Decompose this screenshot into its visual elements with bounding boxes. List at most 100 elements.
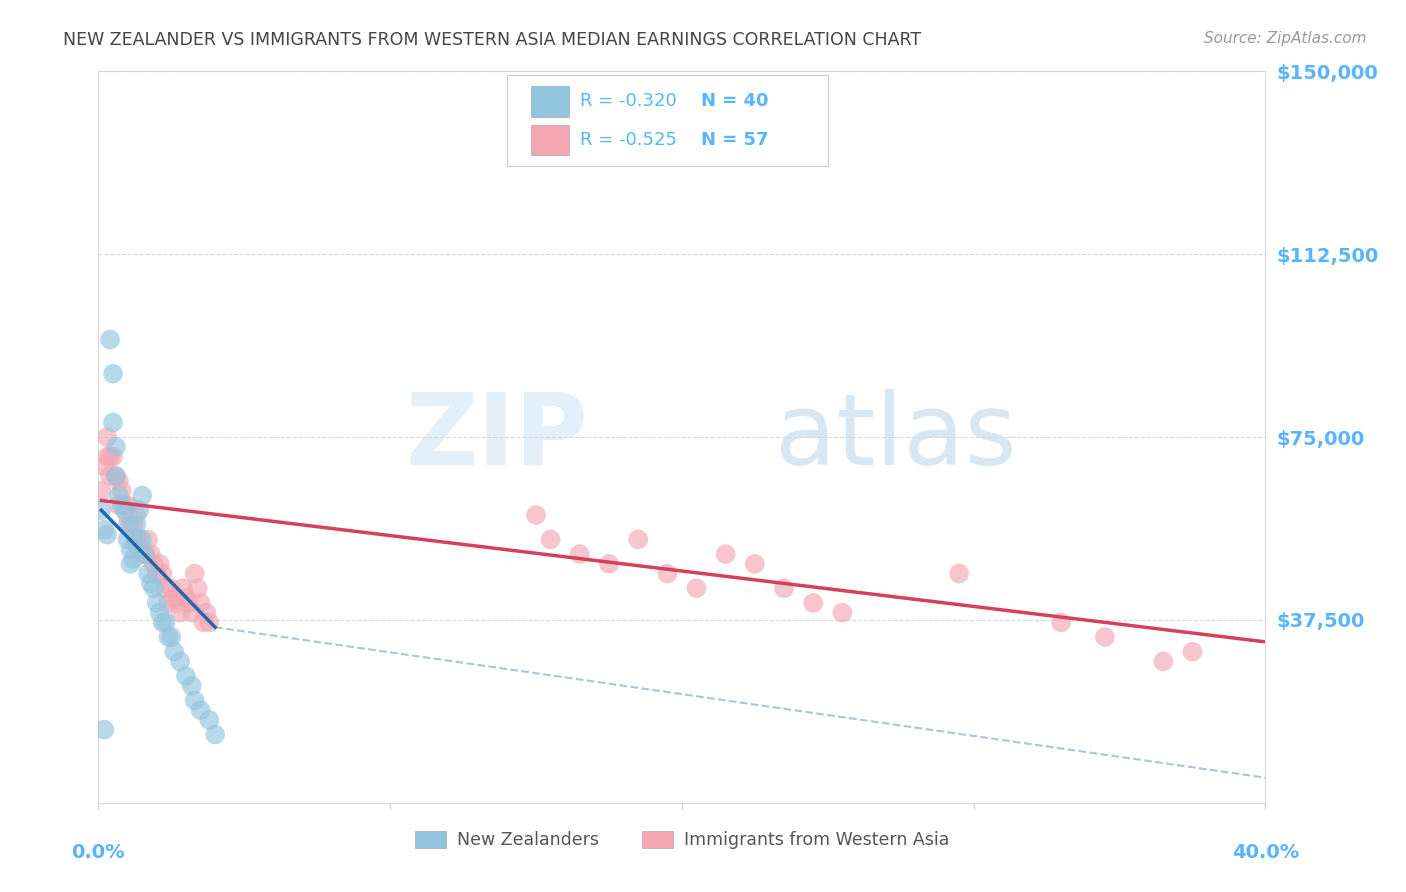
Point [524, 508, 547, 522]
Point [183, 566, 205, 581]
Text: NEW ZEALANDER VS IMMIGRANTS FROM WESTERN ASIA MEDIAN EARNINGS CORRELATION CHART: NEW ZEALANDER VS IMMIGRANTS FROM WESTERN… [63, 31, 921, 49]
Point [104, 469, 127, 483]
Point [134, 547, 156, 561]
Point [157, 596, 180, 610]
Point [568, 547, 591, 561]
Point [101, 450, 124, 464]
Point [180, 679, 202, 693]
Point [96, 527, 118, 541]
Point [744, 557, 766, 571]
Point [166, 596, 188, 610]
Point [195, 606, 218, 620]
Point [122, 552, 145, 566]
Point [627, 533, 650, 547]
Point [152, 615, 174, 630]
Text: R = -0.320: R = -0.320 [581, 93, 678, 111]
Point [174, 669, 197, 683]
Point [93, 523, 115, 537]
Point [155, 581, 177, 595]
Point [198, 615, 221, 630]
Point [169, 606, 191, 620]
Point [114, 499, 136, 513]
Point [108, 489, 131, 503]
Point [193, 615, 215, 630]
Point [198, 713, 221, 727]
Point [117, 499, 139, 513]
Point [125, 517, 148, 532]
Point [128, 503, 150, 517]
FancyBboxPatch shape [531, 125, 568, 155]
Point [948, 566, 970, 581]
Point [120, 542, 142, 557]
Point [131, 489, 153, 503]
Point [1050, 615, 1073, 630]
Point [101, 416, 124, 430]
Point [157, 630, 180, 644]
Point [90, 503, 112, 517]
Text: R = -0.525: R = -0.525 [581, 131, 678, 149]
Point [96, 430, 118, 444]
Point [685, 581, 707, 595]
Point [540, 533, 562, 547]
Point [190, 703, 212, 717]
Point [114, 503, 136, 517]
Point [163, 591, 186, 605]
Text: 40.0%: 40.0% [1232, 843, 1299, 862]
Point [190, 596, 212, 610]
Point [177, 596, 200, 610]
Point [98, 333, 121, 347]
Point [149, 606, 172, 620]
Point [90, 483, 112, 498]
Point [773, 581, 796, 595]
Point [98, 450, 121, 464]
Point [160, 581, 183, 595]
Point [120, 557, 142, 571]
Point [831, 606, 853, 620]
Point [104, 469, 127, 483]
Text: N = 57: N = 57 [700, 131, 768, 149]
Point [1152, 654, 1174, 668]
Point [122, 517, 145, 532]
Point [120, 517, 142, 532]
Point [111, 483, 134, 498]
Point [183, 693, 205, 707]
Point [163, 645, 186, 659]
Point [155, 615, 177, 630]
Point [134, 547, 156, 561]
Point [101, 367, 124, 381]
Point [146, 566, 169, 581]
Point [96, 450, 118, 464]
Point [128, 533, 150, 547]
Point [125, 533, 148, 547]
Text: N = 40: N = 40 [700, 93, 768, 111]
Point [108, 474, 131, 488]
FancyBboxPatch shape [531, 86, 568, 117]
Point [136, 566, 159, 581]
Point [117, 533, 139, 547]
Point [131, 547, 153, 561]
Point [93, 723, 115, 737]
Point [152, 566, 174, 581]
Point [142, 581, 165, 595]
Text: Source: ZipAtlas.com: Source: ZipAtlas.com [1204, 31, 1367, 46]
Point [180, 606, 202, 620]
Point [187, 581, 209, 595]
FancyBboxPatch shape [508, 75, 828, 167]
Point [172, 581, 194, 595]
Point [657, 566, 679, 581]
Point [111, 499, 134, 513]
Point [139, 547, 162, 561]
Point [204, 727, 226, 741]
Point [136, 533, 159, 547]
Text: atlas: atlas [775, 389, 1017, 485]
Text: 0.0%: 0.0% [72, 843, 125, 862]
Point [117, 517, 139, 532]
Point [108, 499, 131, 513]
Point [125, 508, 148, 522]
Point [598, 557, 620, 571]
Legend: New Zealanders, Immigrants from Western Asia: New Zealanders, Immigrants from Western … [408, 823, 956, 856]
Point [117, 508, 139, 522]
Point [174, 591, 197, 605]
Point [131, 533, 153, 547]
Point [93, 459, 115, 474]
